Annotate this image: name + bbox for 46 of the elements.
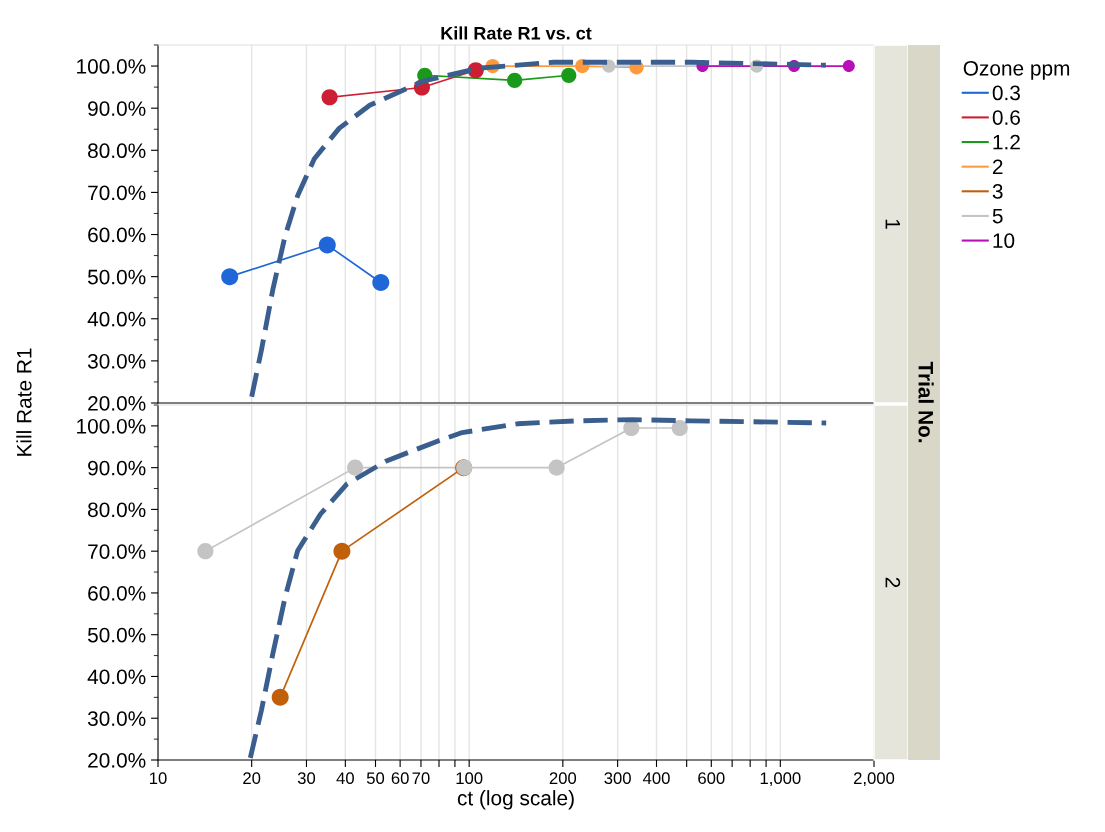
y-tick-label: 40.0% — [87, 669, 146, 685]
x-tick-label: 1,000 — [760, 772, 801, 787]
legend-title: Ozone ppm — [963, 60, 1070, 80]
y-tick-label: 70.0% — [88, 544, 146, 559]
x-tick-label: 40 — [336, 772, 354, 785]
y-tick-label: 50.0% — [87, 269, 146, 285]
x-tick-label: 30 — [297, 772, 316, 785]
y-tick-label: 100.0% — [77, 418, 146, 434]
y-tick-label: 80.0% — [88, 502, 146, 518]
y-tick-label: 30.0% — [87, 711, 146, 726]
y-tick-label: 50.0% — [87, 627, 146, 643]
x-tick-label: 2,000 — [853, 772, 895, 787]
x-tick-label: 50 — [366, 772, 385, 785]
legend-label: 0.6 — [992, 110, 1020, 125]
x-tick-label: 70 — [412, 772, 430, 785]
y-tick-label: 100.0% — [77, 59, 146, 74]
y-axis-title: Kill Rate R1 — [16, 348, 32, 456]
text: Trial No. — [918, 361, 934, 443]
x-tick-label: 300 — [604, 772, 631, 785]
x-tick-label: 10 — [150, 772, 167, 785]
legend-label: 10 — [993, 233, 1015, 249]
x-tick-label: 60 — [391, 772, 409, 785]
legend-label: 5 — [992, 208, 1003, 224]
legend-label: 0.3 — [992, 85, 1020, 101]
x-axis-title: ct (log scale) — [457, 790, 574, 810]
x-tick-label: 600 — [698, 772, 725, 785]
y-tick-label: 90.0% — [88, 460, 146, 476]
y-tick-label: 60.0% — [88, 585, 146, 601]
y-tick-label: 40.0% — [87, 311, 146, 327]
y-tick-label: 20.0% — [88, 753, 146, 768]
x-tick-label: 100 — [456, 772, 483, 785]
legend-label: 2 — [992, 159, 1003, 174]
legend-label: 3 — [992, 184, 1003, 199]
y-tick-label: 80.0% — [88, 143, 146, 159]
y-tick-label: 30.0% — [87, 353, 146, 369]
y2-axis-title: 1 — [885, 219, 900, 229]
y-tick-label: 60.0% — [88, 227, 146, 243]
x-tick-label: 20 — [243, 772, 261, 785]
y-tick-label: 20.0% — [88, 396, 146, 411]
y-tick-label: 90.0% — [88, 101, 146, 116]
chart-title: Kill Rate R1 vs. ct — [441, 26, 592, 40]
x-tick-label: 400 — [642, 772, 670, 785]
x-tick-label: 200 — [549, 772, 577, 785]
y2-axis-title: 2 — [885, 577, 901, 588]
legend-label: 1.2 — [993, 134, 1020, 150]
y-tick-label: 70.0% — [88, 185, 146, 201]
